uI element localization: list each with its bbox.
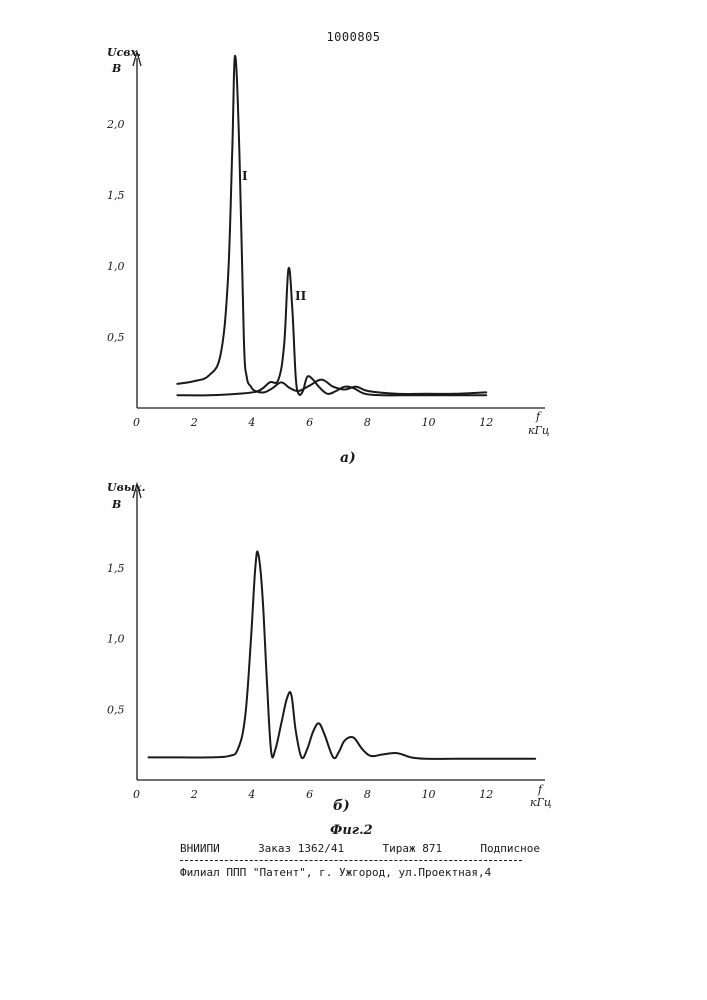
chart-a-x-tick-label: 10 [422, 416, 436, 429]
chart-a-x-tick-label: 2 [190, 416, 198, 429]
chart-a: Uсвх. В f кГц а) 024681012 0,51,01,52,0 … [106, 46, 550, 466]
chart-b-x-tick-label: 0 [133, 788, 140, 801]
chart-b-y-tick-label: 1,0 [107, 633, 125, 646]
chart-a-caption: а) [340, 450, 356, 466]
chart-b-x-tick-label: 6 [306, 788, 313, 801]
footer-divider [180, 860, 522, 861]
chart-b-y-tick-label: 0,5 [107, 703, 125, 716]
footer-print-run: Тираж 871 [382, 842, 442, 855]
chart-a-x-tick-label: 12 [479, 416, 493, 429]
footer-org: ВНИИПИ [180, 842, 220, 855]
chart-a-xunit: кГц [528, 424, 550, 437]
chart-a-y-tick-label: 1,5 [107, 189, 125, 202]
chart-a-series-line-1 [177, 56, 486, 394]
footer-branch: Филиал ППП "Патент", г. Ужгород, ул.Прое… [180, 866, 540, 879]
chart-b-xlabel: f [537, 783, 544, 796]
chart-a-yunit: В [111, 62, 121, 75]
chart-b-caption: б) [333, 798, 350, 814]
chart-b-series-line-1 [149, 552, 536, 759]
chart-a-x-tick-label: 8 [364, 416, 371, 429]
chart-a-xlabel: f [535, 410, 542, 423]
chart-a-x-tick-label: 0 [133, 416, 140, 429]
chart-a-x-tick-label: 6 [306, 416, 313, 429]
footer-order: Заказ 1362/41 [258, 842, 344, 855]
chart-a-y-tick-label: 2,0 [106, 118, 125, 131]
chart-a-series-label-1: I [242, 169, 248, 183]
footer-subscription: Подписное [480, 842, 540, 855]
chart-b-yunit: В [111, 498, 121, 511]
figure-title: Фиг.2 [330, 823, 373, 838]
chart-b-x-tick-label: 12 [479, 788, 493, 801]
chart-b-ylabel: Uвых. [107, 481, 146, 494]
chart-b-xunit: кГц [530, 796, 552, 809]
chart-a-y-tick-label: 0,5 [107, 331, 125, 344]
chart-b-x-tick-label: 10 [422, 788, 436, 801]
footer-imprint: ВНИИПИ Заказ 1362/41 Тираж 871 Подписное [180, 842, 540, 855]
chart-b-x-tick-label: 8 [364, 788, 371, 801]
chart-a-y-tick-label: 1,0 [107, 260, 125, 273]
chart-a-x-tick-label: 4 [247, 416, 255, 429]
chart-b-x-tick-label: 4 [247, 788, 255, 801]
chart-b-x-tick-label: 2 [190, 788, 198, 801]
chart-a-ylabel: Uсвх. [107, 46, 141, 59]
chart-a-series-label-2: II [295, 289, 307, 303]
chart-b-y-tick-label: 1,5 [107, 562, 125, 575]
chart-b: Uвых. В f кГц б) 0 2 4 6 8 10 12 0,5 1,0 1,5 [107, 481, 552, 814]
